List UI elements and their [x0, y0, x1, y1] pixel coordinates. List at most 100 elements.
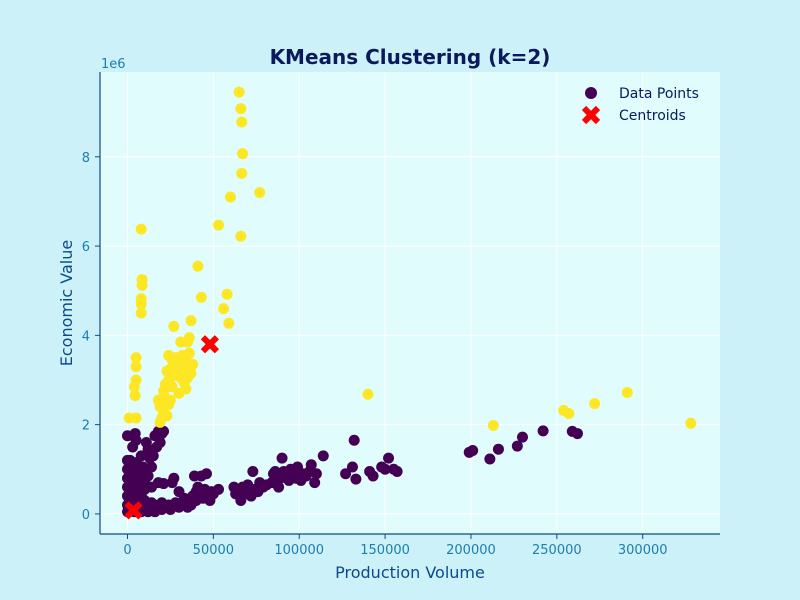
- data-point-cluster-1: [225, 191, 237, 203]
- data-point-cluster-0: [309, 477, 321, 489]
- data-point-cluster-0: [467, 445, 479, 457]
- y-tick-label: 4: [82, 329, 90, 344]
- data-point-cluster-0: [516, 431, 528, 443]
- data-point-cluster-1: [187, 358, 199, 370]
- data-point-cluster-1: [128, 381, 140, 393]
- data-point-cluster-0: [537, 425, 549, 437]
- data-point-cluster-0: [492, 443, 504, 455]
- legend-label-centroids: Centroids: [619, 108, 686, 124]
- data-point-cluster-1: [223, 317, 235, 329]
- centroid-marker: [200, 335, 220, 354]
- data-point-cluster-1: [152, 394, 164, 406]
- data-point-cluster-1: [168, 320, 180, 332]
- data-point-cluster-0: [379, 463, 391, 475]
- data-point-cluster-1: [123, 412, 135, 424]
- data-point-cluster-0: [350, 473, 362, 485]
- legend-centroid-x: [581, 105, 601, 125]
- data-point-cluster-0: [147, 450, 159, 462]
- x-tick-label: 200000: [446, 543, 496, 558]
- legend-label-data-points: Data Points: [619, 86, 699, 102]
- data-point-cluster-0: [130, 434, 142, 446]
- x-tick-label: 0: [123, 543, 131, 558]
- data-point-cluster-0: [571, 428, 583, 440]
- data-point-cluster-0: [135, 450, 147, 462]
- data-point-cluster-0: [213, 483, 225, 495]
- data-point-cluster-0: [305, 459, 317, 471]
- data-point-cluster-1: [589, 398, 601, 410]
- data-point-cluster-1: [192, 260, 204, 272]
- data-point-cluster-0: [158, 425, 170, 437]
- data-points: [121, 86, 697, 518]
- chart-title: KMeans Clustering (k=2): [270, 45, 551, 69]
- data-point-cluster-1: [236, 167, 248, 179]
- legend-marker-centroids: [581, 105, 601, 125]
- data-point-cluster-1: [135, 223, 147, 235]
- data-point-cluster-1: [685, 417, 697, 429]
- data-point-cluster-1: [235, 230, 247, 242]
- y-tick-label: 0: [82, 508, 90, 523]
- data-point-cluster-1: [173, 387, 185, 399]
- centroid-marker: [124, 501, 143, 520]
- grid-lines: [100, 72, 720, 534]
- data-point-cluster-1: [254, 187, 266, 199]
- data-point-cluster-1: [237, 148, 249, 160]
- data-point-cluster-1: [129, 390, 141, 402]
- y-tick-label: 8: [82, 151, 90, 166]
- data-point-cluster-1: [182, 372, 194, 384]
- data-point-cluster-1: [164, 394, 176, 406]
- data-point-cluster-0: [154, 436, 166, 448]
- data-point-cluster-1: [236, 116, 248, 128]
- data-point-cluster-1: [233, 86, 245, 98]
- data-point-cluster-1: [563, 407, 575, 419]
- data-point-cluster-1: [135, 298, 147, 310]
- data-point-cluster-0: [484, 453, 496, 465]
- data-point-cluster-0: [168, 472, 180, 484]
- data-point-cluster-0: [391, 466, 403, 478]
- data-point-cluster-1: [175, 336, 187, 348]
- data-point-cluster-1: [136, 279, 148, 291]
- plot-area: [100, 72, 720, 534]
- y-axis-label: Economic Value: [57, 240, 76, 366]
- data-point-cluster-0: [128, 457, 140, 469]
- tick-labels: 0 50000 100000 150000 200000 250000 300000 0 2 4 6…: [82, 151, 668, 558]
- x-axis-label: Production Volume: [335, 563, 485, 582]
- data-point-cluster-1: [161, 365, 173, 377]
- y-axis-offset-label: 1e6: [101, 57, 126, 72]
- data-point-cluster-1: [135, 307, 147, 319]
- legend-marker-data-points: [585, 87, 597, 99]
- data-point-cluster-1: [221, 288, 233, 300]
- data-point-cluster-0: [317, 450, 329, 462]
- data-point-cluster-0: [383, 452, 395, 464]
- data-point-cluster-0: [310, 468, 322, 480]
- y-tick-label: 6: [82, 240, 90, 255]
- data-point-cluster-0: [340, 468, 352, 480]
- data-point-cluster-1: [185, 315, 197, 327]
- data-point-cluster-0: [511, 440, 523, 452]
- x-tick-label: 150000: [360, 543, 410, 558]
- data-point-cluster-0: [273, 481, 285, 493]
- data-point-cluster-0: [276, 452, 288, 464]
- data-point-cluster-1: [621, 386, 633, 398]
- data-point-cluster-1: [130, 352, 142, 364]
- axes: [95, 72, 720, 539]
- data-point-cluster-0: [346, 461, 358, 473]
- x-tick-label: 100000: [274, 543, 324, 558]
- centroid-markers: [124, 335, 220, 520]
- y-tick-label: 2: [82, 419, 90, 434]
- data-point-cluster-0: [158, 478, 170, 490]
- data-point-cluster-0: [146, 461, 158, 473]
- data-point-cluster-0: [200, 468, 212, 480]
- data-point-cluster-1: [154, 416, 166, 428]
- data-point-cluster-1: [166, 381, 178, 393]
- x-tick-label: 50000: [193, 543, 234, 558]
- data-point-cluster-1: [218, 303, 230, 315]
- data-point-cluster-1: [235, 103, 247, 115]
- data-point-cluster-0: [348, 434, 360, 446]
- data-point-cluster-1: [130, 361, 142, 373]
- x-tick-label: 250000: [532, 543, 582, 558]
- data-point-cluster-0: [142, 470, 154, 482]
- data-point-cluster-1: [487, 420, 499, 432]
- legend: Data Points Centroids: [581, 86, 699, 125]
- data-point-cluster-1: [213, 219, 225, 231]
